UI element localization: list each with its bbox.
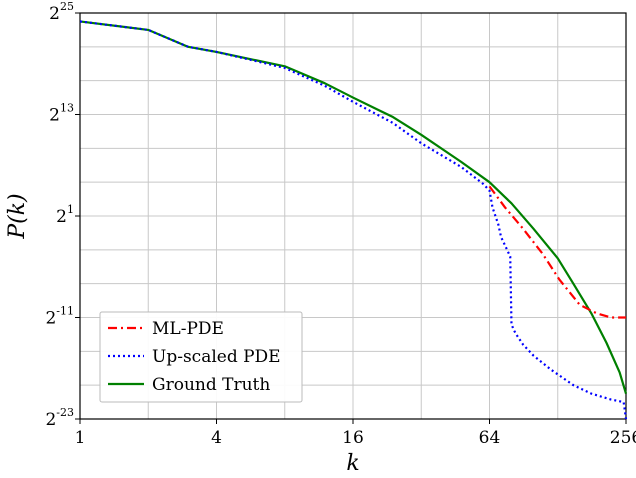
y-tick-base: 2 — [49, 106, 60, 126]
grid — [80, 13, 626, 419]
legend-label: ML-PDE — [152, 319, 224, 339]
legend-label: Up-scaled PDE — [152, 347, 281, 367]
series-layer — [79, 20, 628, 420]
x-axis-ticks: 1 4 16 64 256 — [75, 419, 636, 448]
y-axis-label: P(k) — [5, 193, 30, 239]
y-tick-label: 225 — [49, 0, 74, 24]
y-tick-label: 2-11 — [45, 305, 74, 329]
x-tick-label: 256 — [610, 428, 636, 448]
x-tick-label: 4 — [211, 428, 222, 448]
y-tick-label: 213 — [49, 102, 74, 126]
y-tick-exponent: 13 — [60, 102, 74, 115]
x-tick-label: 1 — [75, 428, 86, 448]
legend-label: Ground Truth — [152, 375, 270, 395]
y-tick-base: 2 — [45, 410, 56, 430]
series-line-up-scaled-pde — [79, 20, 628, 420]
y-tick-exponent: 25 — [60, 0, 74, 13]
y-tick-label: 21 — [56, 203, 74, 227]
y-tick-base: 2 — [49, 4, 60, 24]
y-tick-label: 2-23 — [45, 406, 74, 430]
x-tick-label: 64 — [479, 428, 501, 448]
y-tick-exponent: 1 — [67, 203, 74, 216]
y-tick-exponent: -11 — [56, 305, 74, 318]
x-axis-label: k — [346, 451, 359, 476]
legend-box — [99, 311, 303, 403]
legend: ML-PDE Up-scaled PDE Ground Truth — [99, 311, 303, 403]
y-tick-base: 2 — [45, 309, 56, 329]
x-tick-label: 16 — [342, 428, 364, 448]
y-tick-base: 2 — [56, 207, 67, 227]
y-tick-exponent: -23 — [56, 406, 74, 419]
series-line-ml-pde — [488, 185, 626, 319]
